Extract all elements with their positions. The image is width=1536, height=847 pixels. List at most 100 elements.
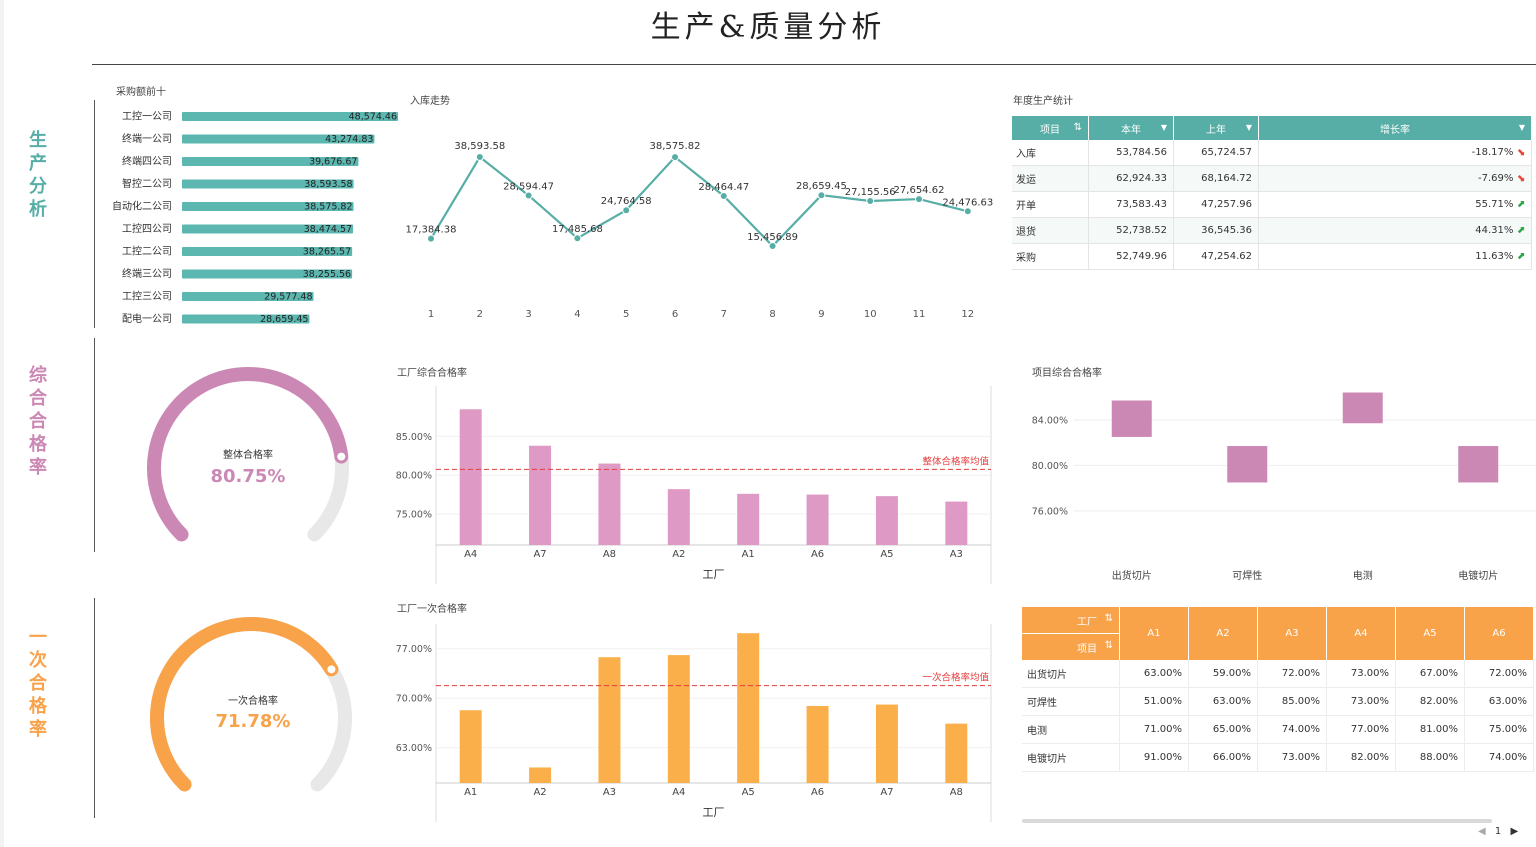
- cell-this-year: 52,749.96: [1088, 243, 1174, 270]
- section-divider: [94, 100, 95, 328]
- arrow-down-icon: ⬊: [1516, 173, 1525, 184]
- prev-page-icon[interactable]: ◀: [1478, 826, 1486, 837]
- section-label-first: 一次合格率: [29, 627, 47, 740]
- x-tick-label: A6: [811, 549, 824, 560]
- bar-value-label: 38,575.82: [304, 202, 352, 213]
- bar: [182, 314, 310, 324]
- data-point: [622, 206, 631, 215]
- section-label-production: 生产分析: [29, 130, 47, 220]
- col-header-item[interactable]: 项目 ⇅: [1012, 116, 1089, 140]
- overall-gauge-label: 整体合格率: [223, 450, 273, 461]
- data-label: 28,659.45: [796, 181, 847, 192]
- bar: [459, 409, 482, 545]
- dropdown-icon[interactable]: ▼: [1160, 123, 1167, 132]
- data-label: 28,464.47: [698, 182, 749, 193]
- row-name: 电镀切片: [1022, 743, 1120, 772]
- table-row: 退货 52,738.52 36,545.36 44.31% ⬈: [1012, 217, 1532, 244]
- table-cell: 59.00%: [1188, 660, 1258, 688]
- data-point: [475, 153, 484, 161]
- bar: [806, 705, 829, 783]
- table-cell: 73.00%: [1257, 743, 1327, 772]
- data-label: 28,594.47: [503, 181, 554, 192]
- horizontal-scrollbar[interactable]: [1022, 819, 1492, 823]
- table-cell: 85.00%: [1257, 687, 1327, 716]
- x-tick-label: 1: [428, 309, 434, 320]
- first-gauge-label: 一次合格率: [228, 696, 278, 707]
- col-header-a3[interactable]: A3: [1257, 607, 1327, 660]
- col-header-this-year[interactable]: 本年 ▼: [1088, 116, 1174, 140]
- x-tick-label: 2: [477, 309, 483, 320]
- factory-first-title: 工厂一次合格率: [397, 604, 467, 615]
- bar-value-label: 38,265.57: [303, 247, 351, 258]
- bar: [875, 704, 898, 783]
- overall-pass-gauge: [147, 367, 349, 542]
- dropdown-icon[interactable]: ▼: [1245, 123, 1252, 132]
- sort-icon[interactable]: ⇅: [1073, 122, 1082, 133]
- col-header-a6[interactable]: A6: [1464, 607, 1534, 660]
- table-cell: 75.00%: [1464, 715, 1534, 744]
- bar: [875, 496, 898, 545]
- bar-value-label: 38,593.58: [304, 179, 352, 190]
- x-tick-label: 电镀切片: [1458, 569, 1498, 582]
- bar-value-label: 38,474.57: [304, 224, 352, 235]
- col-header-a4[interactable]: A4: [1326, 607, 1396, 660]
- col-header-a2[interactable]: A2: [1188, 607, 1258, 660]
- sort-icon[interactable]: ⇅: [1104, 640, 1113, 651]
- page-number[interactable]: 1: [1494, 826, 1502, 837]
- inbound-trend-title: 入库走势: [410, 96, 450, 107]
- annual-table-title: 年度生产统计: [1013, 96, 1073, 107]
- table-cell: 63.00%: [1119, 660, 1189, 688]
- dropdown-icon[interactable]: ▼: [1518, 123, 1525, 132]
- data-point: [719, 191, 728, 200]
- col-header-a1[interactable]: A1: [1119, 607, 1189, 660]
- section-divider: [94, 598, 95, 818]
- x-tick-label: 可焊性: [1232, 569, 1262, 582]
- first-pass-gauge: [150, 617, 352, 792]
- bar-category-label: 工控三公司: [122, 290, 172, 303]
- x-tick-label: 5: [623, 309, 629, 320]
- table-cell: 81.00%: [1395, 715, 1465, 744]
- row-name: 退货: [1012, 217, 1089, 244]
- data-point: [817, 191, 826, 200]
- table-cell: 82.00%: [1326, 743, 1396, 772]
- table-cell: 91.00%: [1119, 743, 1189, 772]
- cell-this-year: 73,583.43: [1088, 191, 1174, 218]
- data-label: 17,384.38: [406, 225, 457, 236]
- bar-category-label: 工控四公司: [122, 222, 172, 235]
- table-cell: 73.00%: [1326, 660, 1396, 688]
- col-header-factory[interactable]: 工厂 ⇅: [1022, 607, 1120, 634]
- cell-this-year: 52,738.52: [1088, 217, 1174, 244]
- bar-value-label: 48,574.46: [349, 112, 397, 123]
- table-row: 电镀切片 91.00% 66.00% 73.00% 82.00% 88.00% 74.00%: [1022, 743, 1534, 772]
- x-tick-label: 12: [961, 309, 974, 320]
- bar-category-label: 终端三公司: [122, 267, 172, 280]
- col-header-a5[interactable]: A5: [1395, 607, 1465, 660]
- data-point: [915, 195, 923, 204]
- bar: [667, 655, 690, 783]
- row-name: 电测: [1022, 715, 1120, 744]
- col-header-item[interactable]: 项目 ⇅: [1022, 633, 1120, 660]
- section-label-overall: 综合合格率: [29, 365, 47, 478]
- factory-overall-title: 工厂综合合格率: [397, 368, 467, 379]
- x-tick-label: A5: [742, 787, 755, 798]
- arrow-down-icon: ⬊: [1516, 147, 1525, 158]
- next-page-icon[interactable]: ▶: [1510, 826, 1519, 837]
- col-header-growth[interactable]: 增长率 ▼: [1258, 116, 1532, 140]
- row-name: 发运: [1012, 165, 1089, 192]
- bar: [182, 157, 359, 166]
- x-axis-title: 工厂: [703, 806, 725, 819]
- col-header-last-year[interactable]: 上年 ▼: [1173, 116, 1259, 140]
- x-tick-label: A4: [464, 549, 477, 560]
- sort-icon[interactable]: ⇅: [1104, 613, 1113, 624]
- x-tick-label: 8: [769, 309, 775, 320]
- series-line: [430, 155, 969, 248]
- table-row: 入库 53,784.56 65,724.57 -18.17% ⬊: [1012, 140, 1532, 166]
- row-name: 可焊性: [1022, 687, 1120, 716]
- bar: [182, 179, 354, 189]
- bar: [182, 134, 375, 144]
- cell-growth: -18.17% ⬊: [1258, 140, 1532, 166]
- x-tick-label: 7: [721, 309, 727, 320]
- row-name: 开单: [1012, 191, 1089, 218]
- bar-value-label: 29,577.48: [264, 292, 312, 303]
- cell-last-year: 47,254.62: [1173, 243, 1259, 270]
